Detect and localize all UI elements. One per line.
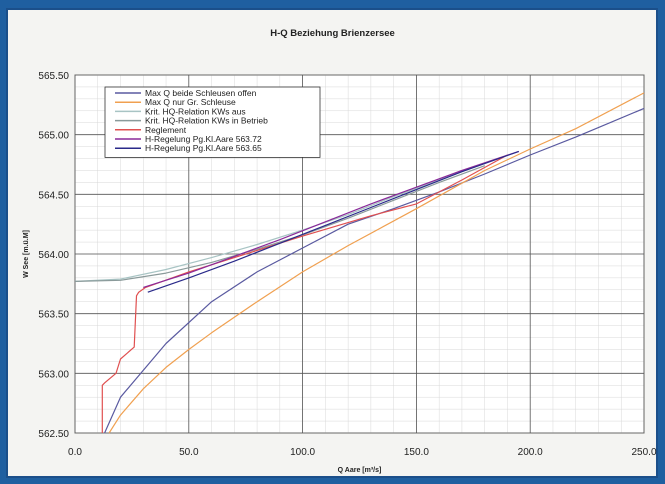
y-tick-label: 563.50: [38, 310, 69, 321]
x-tick-label: 150.0: [404, 447, 429, 458]
chart-title: H-Q Beziehung Brienzersee: [270, 28, 395, 39]
legend-entry: Max Q nur Gr. Schleuse: [145, 97, 236, 107]
y-tick-label: 564.00: [38, 250, 69, 261]
series-line: [104, 107, 645, 434]
y-tick-label: 565.00: [38, 131, 69, 142]
legend-box: [104, 86, 321, 158]
series-line: [74, 162, 485, 282]
y-tick-label: 563.00: [38, 369, 69, 380]
x-tick-label: 0.0: [68, 447, 82, 458]
x-tick-label: 50.0: [179, 447, 199, 458]
x-tick-label: 250.0: [631, 447, 656, 458]
y-tick-label: 565.50: [38, 71, 69, 82]
legend-entry: Krit. HQ-Relation KWs in Betrieb: [145, 116, 268, 126]
legend-entry: Reglement: [145, 125, 187, 135]
y-axis-label: W See [m.ü.M]: [23, 230, 30, 278]
series-line: [74, 165, 485, 282]
x-axis-label: Q Aare [m³/s]: [338, 467, 382, 474]
y-tick-label: 564.50: [38, 190, 69, 201]
tick-layer: 0.0 50.0 100.0 150.0 200.0 250.0 562.50 563.00 5…: [38, 71, 657, 458]
legend-entry: H-Regelung Pg.Kl.Aare 563.72: [145, 134, 262, 144]
y-tick-label: 562.50: [38, 429, 69, 440]
x-tick-label: 100.0: [290, 447, 315, 458]
legend-entry: Krit. HQ-Relation KWs aus: [145, 106, 246, 116]
x-tick-label: 200.0: [518, 447, 543, 458]
legend-entry: Max Q beide Schleusen offen: [145, 88, 257, 98]
series-line: [101, 154, 508, 433]
series-line: [108, 92, 645, 434]
series-layer: [74, 92, 645, 434]
series-line: [147, 150, 520, 293]
series-line: [143, 150, 519, 288]
legend-entry: H-Regelung Pg.Kl.Aare 563.65: [145, 143, 262, 153]
